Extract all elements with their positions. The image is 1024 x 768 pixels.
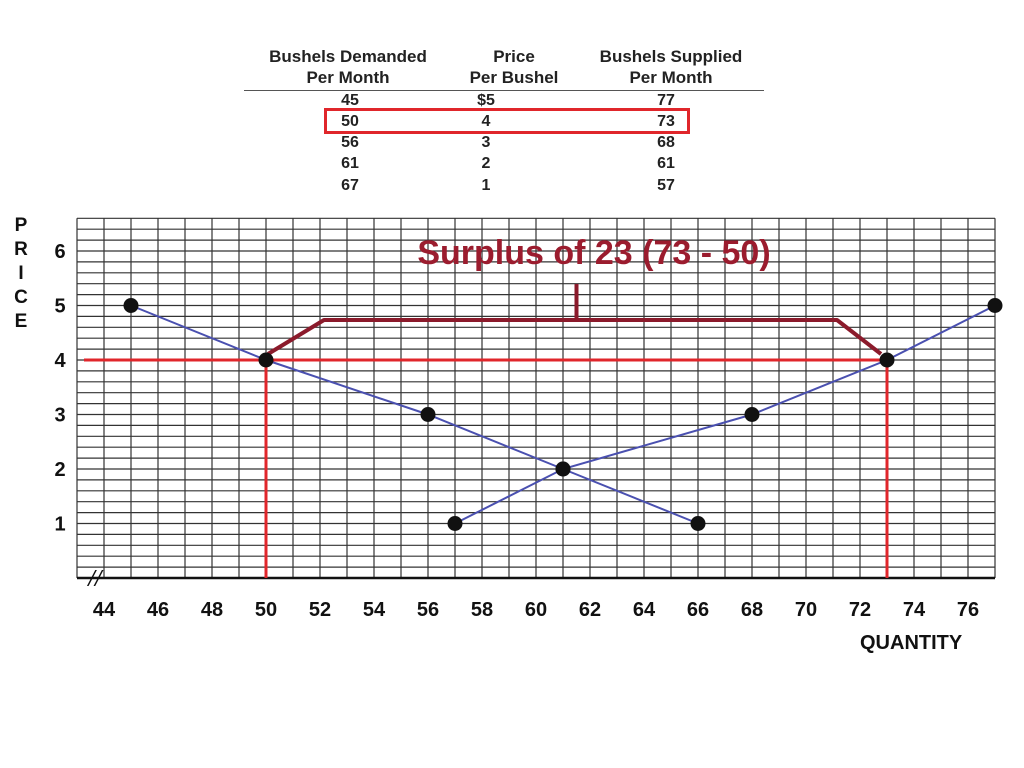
cell-price: 3 <box>481 134 491 151</box>
schedule-table: Bushels Demanded Per Month Price Per Bus… <box>244 44 766 204</box>
cell-price: 2 <box>481 155 491 172</box>
data-point <box>555 461 571 477</box>
x-tick-label: 60 <box>525 599 547 621</box>
x-tick-label: 70 <box>795 599 817 621</box>
y-axis-label-letter: I <box>18 263 24 284</box>
cell-demanded: 56 <box>341 134 359 151</box>
x-tick-label: 72 <box>849 599 871 621</box>
cell-price: $5 <box>477 92 495 109</box>
cell-supplied: 57 <box>657 177 675 194</box>
cell-demanded: 61 <box>341 155 359 172</box>
surplus-bracket <box>266 284 883 356</box>
y-tick-label: 5 <box>54 296 65 318</box>
header-line: Per Month <box>306 68 390 87</box>
x-tick-label: 74 <box>903 599 926 621</box>
x-tick-label: 56 <box>417 599 439 621</box>
y-tick-label: 6 <box>54 241 65 263</box>
cell-demanded: 50 <box>341 113 359 130</box>
x-tick-label: 58 <box>471 599 493 621</box>
header-price: Price Per Bushel <box>454 46 574 88</box>
y-axis-label-letter: R <box>14 239 28 260</box>
cell-supplied: 61 <box>657 155 675 172</box>
x-tick-label: 64 <box>633 599 656 621</box>
marker-lines <box>84 358 889 578</box>
data-point <box>123 298 139 313</box>
header-bushels-supplied: Bushels Supplied Per Month <box>578 46 764 88</box>
data-point <box>744 407 760 422</box>
header-bushels-demanded: Bushels Demanded Per Month <box>244 46 452 88</box>
y-axis-label-letter: P <box>14 215 28 236</box>
x-tick-label: 44 <box>93 599 116 621</box>
header-line: Per Month <box>629 68 713 87</box>
header-line: Bushels Supplied <box>599 47 743 66</box>
x-tick-label: 76 <box>957 599 979 621</box>
y-tick-label: 1 <box>54 514 65 536</box>
y-axis-label-letter: C <box>14 287 28 308</box>
cell-supplied: 68 <box>657 134 675 151</box>
surplus-annotation: Surplus of 23 (73 - 50) <box>417 234 770 272</box>
cell-price: 4 <box>481 113 491 130</box>
data-point <box>420 407 436 422</box>
highlighted-row-box <box>324 108 690 134</box>
x-tick-label: 62 <box>579 599 601 621</box>
axis-break-mark: // <box>86 566 104 592</box>
y-tick-label: 4 <box>54 350 66 372</box>
y-tick-label: 3 <box>54 405 65 427</box>
header-divider <box>244 90 764 91</box>
data-points <box>123 298 1003 531</box>
supply-demand-chart: 44 46 48 50 52 54 56 58 60 62 64 66 68 70 72 74 76123456… <box>54 217 1003 621</box>
y-axis-label-letter: E <box>14 311 28 332</box>
cell-demanded: 45 <box>341 92 359 109</box>
cell-price: 1 <box>481 177 491 194</box>
x-tick-label: 68 <box>741 599 763 621</box>
header-line: Price <box>493 47 535 66</box>
x-tick-label: 52 <box>309 599 331 621</box>
data-point <box>690 516 706 531</box>
x-axis-label: QUANTITY <box>860 632 963 654</box>
header-line: Per Bushel <box>469 68 559 87</box>
x-tick-label: 66 <box>687 599 709 621</box>
x-tick-label: 50 <box>255 599 277 621</box>
cell-demanded: 67 <box>341 177 359 194</box>
y-tick-label: 2 <box>54 459 65 481</box>
x-tick-label: 54 <box>363 599 386 621</box>
data-point <box>447 516 463 531</box>
data-point <box>987 298 1003 313</box>
cell-supplied: 73 <box>657 113 675 130</box>
data-point <box>879 352 895 368</box>
grid <box>76 217 996 580</box>
x-tick-label: 46 <box>147 599 169 621</box>
surplus-bracket-line <box>266 318 883 356</box>
x-tick-label: 48 <box>201 599 223 621</box>
cell-supplied: 77 <box>657 92 675 109</box>
header-line: Bushels Demanded <box>269 47 427 66</box>
data-point <box>258 352 274 368</box>
